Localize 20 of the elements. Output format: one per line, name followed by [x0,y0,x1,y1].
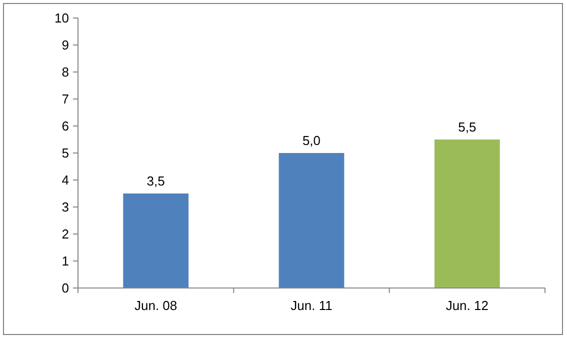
y-tick-label: 3 [62,200,69,215]
data-label: 5,5 [458,120,476,134]
data-label: 5,0 [302,133,321,148]
y-tick-label: 0 [62,280,69,296]
y-tick-label: 2 [62,226,69,242]
y-tick-label: 4 [62,172,69,188]
y-tick-label: 8 [62,64,69,80]
y-tick-label: 9 [62,38,69,53]
y-tick-label: 10 [54,10,69,26]
data-label: 3,5 [146,174,165,188]
y-tick-label: 6 [62,118,69,134]
y-tick-label: 7 [62,92,69,107]
x-tick-label: Jun. 08 [134,298,178,313]
y-tick-label: 1 [62,254,69,269]
x-tick-label: Jun. 12 [446,298,488,313]
bar [278,153,344,288]
y-tick-label: 5 [62,146,69,161]
bar [123,194,189,288]
bar [434,140,500,288]
x-tick-label: Jun. 11 [290,298,332,313]
